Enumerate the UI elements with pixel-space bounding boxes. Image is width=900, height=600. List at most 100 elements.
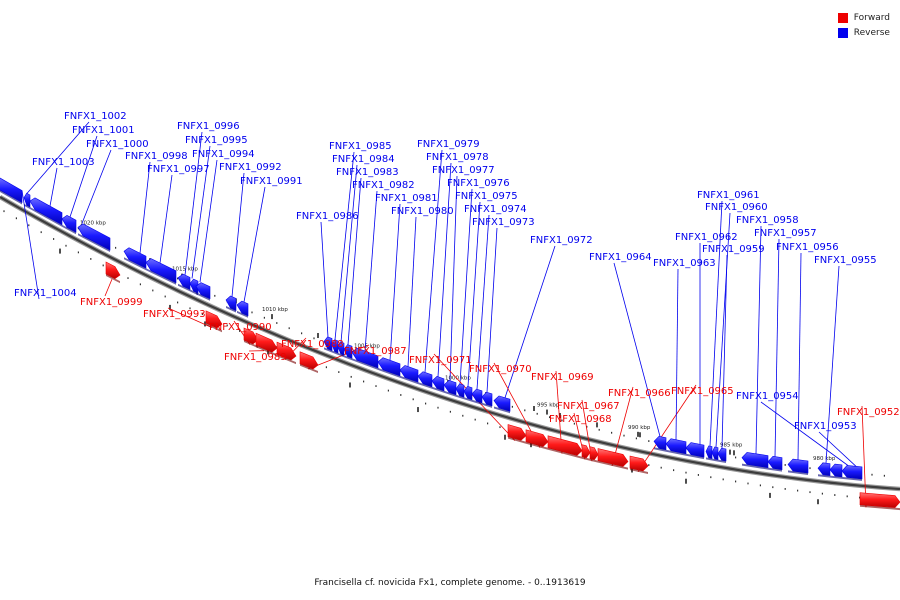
gene-fnfx1-0957[interactable] <box>767 455 783 472</box>
forward-gene-arrow[interactable] <box>597 448 629 467</box>
reverse-gene-arrow[interactable] <box>195 282 211 300</box>
gene-fnfx1-1004[interactable] <box>0 177 23 205</box>
gene-label[interactable]: FNFX1_0994 <box>192 149 255 160</box>
gene-label[interactable]: FNFX1_0978 <box>426 152 489 163</box>
gene-label[interactable]: FNFX1_0991 <box>240 176 303 187</box>
gene-label[interactable]: FNFX1_0979 <box>417 139 480 150</box>
gene-label[interactable]: FNFX1_0972 <box>530 235 593 246</box>
gene-label[interactable]: FNFX1_0962 <box>675 232 738 243</box>
gene-fnfx1-0979[interactable] <box>417 371 433 389</box>
gene-fnfx1-0992[interactable] <box>225 295 237 313</box>
forward-gene-arrow[interactable] <box>105 261 121 279</box>
reverse-gene-arrow[interactable] <box>481 391 493 407</box>
forward-gene-arrow[interactable] <box>255 332 278 353</box>
gene-fnfx1-0999[interactable] <box>105 261 121 284</box>
gene-label[interactable]: FNFX1_0999 <box>80 297 143 308</box>
forward-gene-arrow[interactable] <box>859 492 900 508</box>
gene-fnfx1-0980[interactable] <box>399 365 419 385</box>
forward-gene-arrow[interactable] <box>299 351 319 370</box>
gene-fnfx1-0976[interactable] <box>455 383 465 400</box>
gene-fnfx1-0993[interactable] <box>205 310 223 333</box>
gene-label[interactable]: FNFX1_0952 <box>837 407 900 418</box>
gene-label[interactable]: FNFX1_0976 <box>447 178 510 189</box>
gene-fnfx1-0965[interactable] <box>629 455 649 474</box>
gene-label[interactable]: FNFX1_0970 <box>469 364 532 375</box>
gene-fnfx1-0955[interactable] <box>817 462 831 478</box>
gene-label[interactable]: FNFX1_0967 <box>557 401 620 412</box>
gene-fnfx1-0967[interactable] <box>589 446 599 463</box>
reverse-gene-arrow[interactable] <box>225 295 237 311</box>
forward-gene-arrow[interactable] <box>629 455 649 472</box>
gene-label[interactable]: FNFX1_0959 <box>702 244 765 255</box>
gene-fnfx1-0956[interactable] <box>787 458 809 475</box>
forward-gene-arrow[interactable] <box>525 429 549 447</box>
forward-gene-arrow[interactable] <box>589 446 599 461</box>
gene-label[interactable]: FNFX1_0981 <box>375 193 438 204</box>
gene-label[interactable]: FNFX1_1000 <box>86 139 149 150</box>
gene-fnfx1-0978[interactable] <box>431 376 445 393</box>
gene-label[interactable]: FNFX1_0953 <box>794 421 857 432</box>
gene-label[interactable]: FNFX1_0954 <box>736 391 799 402</box>
gene-label[interactable]: FNFX1_0985 <box>329 141 392 152</box>
gene-label[interactable]: FNFX1_0988 <box>281 339 344 350</box>
gene-fnfx1-0991[interactable] <box>236 300 249 318</box>
gene-fnfx1-0959[interactable] <box>717 447 727 463</box>
gene-label[interactable]: FNFX1_0983 <box>336 167 399 178</box>
gene-label[interactable]: FNFX1_0968 <box>549 414 612 425</box>
gene-label[interactable]: FNFX1_0963 <box>653 258 716 269</box>
reverse-gene-arrow[interactable] <box>717 447 727 462</box>
gene-fnfx1-0969[interactable] <box>547 435 583 459</box>
reverse-gene-arrow[interactable] <box>685 442 705 458</box>
gene-fnfx1-0972[interactable] <box>493 395 511 414</box>
gene-fnfx1-0987[interactable] <box>299 351 319 373</box>
gene-label[interactable]: FNFX1_0989 <box>224 352 287 363</box>
gene-fnfx1-0975[interactable] <box>463 385 473 402</box>
reverse-gene-arrow[interactable] <box>145 258 177 284</box>
gene-label[interactable]: FNFX1_0995 <box>185 135 248 146</box>
gene-label[interactable]: FNFX1_0971 <box>409 355 472 366</box>
gene-fnfx1-0977[interactable] <box>443 380 457 397</box>
gene-label[interactable]: FNFX1_0984 <box>332 154 395 165</box>
gene-fnfx1-0971[interactable] <box>507 424 527 444</box>
gene-fnfx1-0989[interactable] <box>255 332 278 357</box>
reverse-gene-arrow[interactable] <box>767 455 783 470</box>
gene-fnfx1-0994[interactable] <box>195 282 211 301</box>
gene-label[interactable]: FNFX1_1002 <box>64 111 127 122</box>
gene-fnfx1-0952[interactable] <box>859 492 900 511</box>
gene-fnfx1-0974[interactable] <box>471 388 483 405</box>
gene-label[interactable]: FNFX1_0964 <box>589 252 652 263</box>
gene-fnfx1-0954[interactable] <box>829 463 843 479</box>
gene-label[interactable]: FNFX1_0965 <box>671 386 734 397</box>
reverse-gene-arrow[interactable] <box>711 446 719 460</box>
gene-fnfx1-0962[interactable] <box>685 442 705 460</box>
gene-label[interactable]: FNFX1_0996 <box>177 121 240 132</box>
reverse-gene-arrow[interactable] <box>787 458 809 474</box>
gene-fnfx1-0988[interactable] <box>276 341 297 365</box>
gene-label[interactable]: FNFX1_0973 <box>472 217 535 228</box>
gene-label[interactable]: FNFX1_0987 <box>344 346 407 357</box>
gene-label[interactable]: FNFX1_0956 <box>776 242 839 253</box>
gene-label[interactable]: FNFX1_0955 <box>814 255 877 266</box>
gene-fnfx1-0973[interactable] <box>481 391 493 408</box>
gene-fnfx1-1002[interactable] <box>23 192 31 209</box>
gene-label[interactable]: FNFX1_0977 <box>432 165 495 176</box>
forward-gene-arrow[interactable] <box>547 435 583 456</box>
forward-gene-arrow[interactable] <box>243 327 259 345</box>
reverse-gene-arrow[interactable] <box>705 445 713 459</box>
gene-fnfx1-0970[interactable] <box>525 429 549 450</box>
forward-gene-arrow[interactable] <box>276 341 297 361</box>
gene-label[interactable]: FNFX1_0986 <box>296 211 359 222</box>
gene-label[interactable]: FNFX1_0992 <box>219 162 282 173</box>
gene-fnfx1-0961[interactable] <box>705 445 713 461</box>
gene-label[interactable]: FNFX1_0960 <box>705 202 768 213</box>
gene-label[interactable]: FNFX1_0958 <box>736 215 799 226</box>
forward-gene-arrow[interactable] <box>507 424 527 441</box>
gene-label[interactable]: FNFX1_0998 <box>125 151 188 162</box>
gene-fnfx1-1001[interactable] <box>61 215 77 235</box>
reverse-gene-arrow[interactable] <box>817 462 831 476</box>
reverse-gene-arrow[interactable] <box>23 192 31 208</box>
gene-label[interactable]: FNFX1_0993 <box>143 309 206 320</box>
gene-label[interactable]: FNFX1_1004 <box>14 288 77 299</box>
gene-fnfx1-0953[interactable] <box>841 465 863 481</box>
gene-fnfx1-0966[interactable] <box>597 448 629 470</box>
